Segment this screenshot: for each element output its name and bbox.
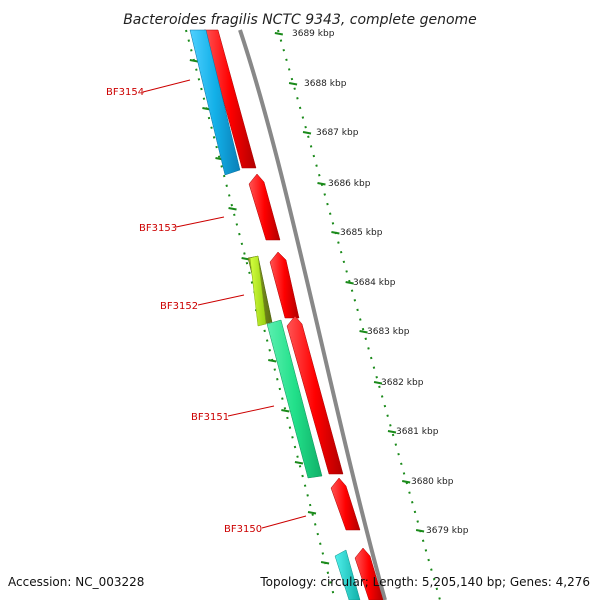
ruler-tick	[274, 32, 284, 36]
kbp-ruler: 3689 kbp 3688 kbp 3687 kbp 3686 kbp 3685…	[274, 29, 469, 600]
gene-arrow-red[interactable]	[286, 315, 344, 475]
ruler-tick	[415, 529, 425, 533]
gene-leader-line	[142, 79, 191, 93]
gene-arrow-blue[interactable]	[189, 29, 241, 176]
forward-strand-genes	[203, 29, 384, 600]
inner-tick	[294, 461, 304, 465]
gene-label-bf3154[interactable]: BF3154	[106, 87, 144, 98]
ruler-tick	[373, 381, 383, 385]
gene-arrow-red[interactable]	[330, 477, 361, 531]
ruler-major-ticks	[274, 32, 425, 533]
gene-leader-line	[175, 216, 225, 228]
ruler-tick	[387, 430, 397, 434]
gene-arrow-red[interactable]	[248, 173, 281, 241]
kbp-label: 3679 kbp	[426, 526, 469, 536]
kbp-labels: 3689 kbp 3688 kbp 3687 kbp 3686 kbp 3685…	[292, 29, 469, 536]
ruler-tick	[302, 131, 312, 135]
ruler-dotted-line	[277, 29, 441, 600]
gene-label-bf3153[interactable]: BF3153	[139, 223, 177, 234]
kbp-label: 3681 kbp	[396, 427, 439, 437]
kbp-label: 3682 kbp	[381, 378, 424, 388]
inner-tick	[189, 59, 199, 63]
inner-dotted-line	[185, 29, 336, 600]
ruler-tick	[331, 231, 340, 235]
kbp-label: 3688 kbp	[304, 79, 347, 89]
inner-tick	[228, 207, 237, 211]
gene-leader-line	[227, 405, 275, 417]
gene-arrow-cyan[interactable]	[334, 549, 361, 600]
gene-label-bf3151[interactable]: BF3151	[191, 412, 229, 423]
gene-label-bf3152[interactable]: BF3152	[160, 301, 198, 312]
ruler-tick	[401, 480, 411, 484]
kbp-label: 3686 kbp	[328, 179, 371, 189]
gene-leader-line	[261, 515, 307, 529]
kbp-label: 3684 kbp	[353, 278, 396, 288]
kbp-label: 3680 kbp	[411, 477, 454, 487]
inner-tick	[281, 409, 290, 413]
gene-label-bf3150[interactable]: BF3150	[224, 524, 262, 535]
kbp-label: 3683 kbp	[367, 327, 410, 337]
map-title: Bacteroides fragilis NCTC 9343, complete…	[123, 12, 477, 28]
kbp-label: 3689 kbp	[292, 29, 335, 39]
gene-arrow-red[interactable]	[354, 547, 384, 600]
gene-arrow-yellow-green[interactable]	[249, 255, 267, 327]
inner-tick	[268, 359, 277, 363]
genome-summary-text: Topology: circular; Length: 5,205,140 bp…	[259, 575, 590, 589]
gene-leader-line	[197, 294, 245, 306]
genome-backbone	[238, 29, 387, 600]
ruler-tick	[345, 281, 354, 285]
ruler-tick	[288, 82, 298, 86]
accession-text: Accession: NC_003228	[8, 575, 144, 589]
kbp-label: 3687 kbp	[316, 128, 359, 138]
ruler-tick	[317, 182, 326, 186]
kbp-label: 3685 kbp	[340, 228, 383, 238]
colored-genes	[189, 29, 361, 600]
gene-labels: BF3154 BF3153 BF3152 BF3151 BF3150	[106, 79, 307, 535]
inner-tick	[320, 561, 330, 565]
ruler-tick	[359, 330, 368, 334]
gene-arrow-green[interactable]	[266, 319, 323, 479]
inner-tick	[307, 511, 317, 515]
gene-arrow-red[interactable]	[203, 29, 257, 169]
gene-arrow-red[interactable]	[269, 251, 300, 319]
